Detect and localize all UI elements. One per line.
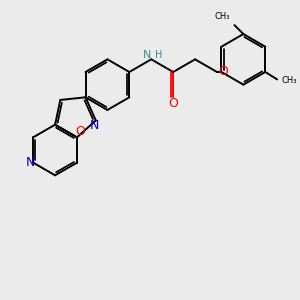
Text: CH₃: CH₃ [282,76,297,85]
Text: O: O [168,97,178,110]
Text: N: N [90,119,99,132]
Text: N: N [26,156,35,169]
Text: O: O [76,125,85,139]
Text: H: H [155,50,162,60]
Text: CH₃: CH₃ [214,12,230,21]
Text: N: N [143,50,151,60]
Text: O: O [219,65,229,79]
